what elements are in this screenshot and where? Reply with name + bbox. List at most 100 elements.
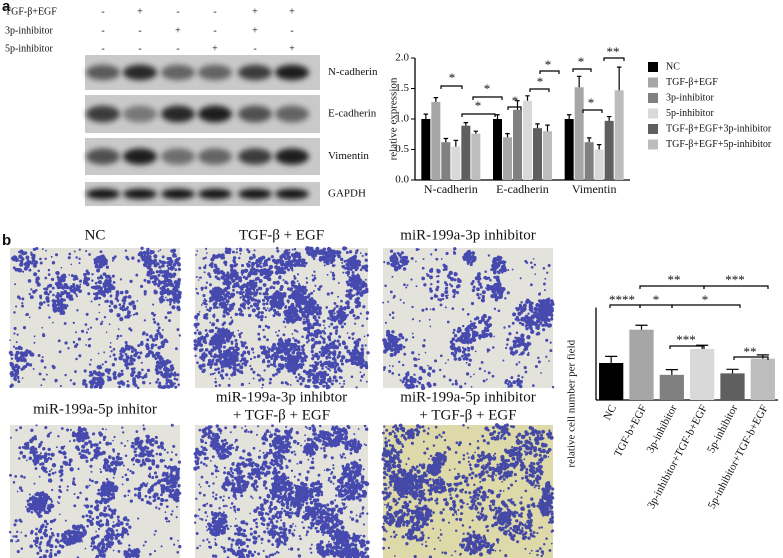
y-tick-label: 1.5	[395, 82, 409, 94]
significance-label: **	[607, 44, 620, 59]
condition-sign: +	[289, 6, 295, 17]
blot-band	[123, 105, 157, 123]
image-title: NC	[85, 227, 106, 243]
cells	[193, 424, 370, 558]
blot-band	[238, 148, 272, 165]
blot-band	[238, 64, 272, 81]
bar	[523, 100, 532, 180]
legend-label: TGF-β+EGF	[666, 77, 718, 88]
y-axis-label: relative cell number per field	[566, 339, 578, 467]
image-title: + TGF-β + EGF	[419, 407, 516, 423]
micrograph	[10, 248, 180, 388]
condition-sign: +	[289, 43, 295, 54]
significance-label: **	[668, 272, 681, 287]
error-bar	[665, 369, 678, 375]
bar	[604, 120, 614, 180]
significance-label: *	[449, 70, 456, 85]
blot-band	[275, 148, 309, 165]
image-title: miR-199a-3p inhibitor	[400, 227, 535, 243]
bar	[543, 131, 552, 180]
legend-swatch	[648, 62, 658, 72]
error-bar	[525, 95, 530, 101]
legend-swatch	[648, 77, 658, 88]
error-bar	[566, 114, 572, 119]
condition-sign: -	[253, 43, 256, 54]
error-bar	[515, 100, 520, 110]
significance-label: ****	[609, 292, 635, 307]
error-bar	[576, 75, 582, 88]
x-tick-label: 3p-inhibitor	[644, 403, 679, 455]
bar	[441, 142, 451, 180]
bar	[614, 90, 624, 180]
legend-label: 5p-inhibitor	[666, 108, 714, 119]
error-bar	[495, 114, 500, 119]
protein-label: N-cadherin	[328, 66, 378, 78]
condition-sign: -	[176, 6, 179, 17]
blot-band	[198, 105, 232, 123]
blot-band	[161, 148, 195, 165]
condition-sign: -	[213, 25, 216, 36]
blot-band	[198, 64, 232, 81]
error-bar	[635, 324, 648, 330]
error-bar	[473, 130, 479, 134]
bar	[564, 119, 574, 180]
image-title: miR-199a-3p inhibtor	[216, 389, 347, 405]
significance-label: *	[578, 54, 585, 69]
blot-band	[198, 188, 232, 200]
legend-swatch	[648, 139, 658, 150]
bar	[750, 358, 775, 400]
significance-bracket	[472, 96, 503, 100]
significance-label: **	[744, 344, 757, 359]
bar	[451, 146, 461, 180]
bar	[421, 119, 431, 180]
bar	[720, 373, 745, 400]
significance-bracket	[671, 304, 741, 308]
significance-label: *	[702, 292, 709, 307]
significance-bracket	[461, 113, 496, 117]
legend-swatch	[648, 124, 658, 134]
legend-label: TGF-β+EGF+3p-inhibitor	[666, 123, 772, 134]
x-tick-label: N-cadherin	[424, 182, 478, 196]
condition-sign: -	[101, 25, 104, 36]
blot-band	[161, 188, 195, 200]
error-bar	[616, 66, 622, 91]
error-bar	[453, 139, 459, 147]
significance-bracket	[733, 356, 769, 360]
significance-label: *	[537, 74, 544, 89]
panel-label: a	[2, 0, 11, 15]
significance-bracket	[440, 85, 463, 89]
condition-sign: +	[212, 43, 218, 54]
condition-sign: +	[252, 6, 258, 17]
legend-label: 3p-inhibitor	[666, 92, 714, 103]
bar	[629, 329, 654, 400]
condition-label: 5p-inhibitor	[5, 43, 53, 54]
blot-band	[238, 105, 272, 123]
cells	[8, 423, 182, 558]
error-bar	[726, 368, 739, 374]
error-bar	[586, 137, 592, 143]
cells	[381, 423, 555, 558]
condition-sign: -	[290, 25, 293, 36]
significance-bracket	[572, 68, 592, 72]
blot-band	[161, 64, 195, 81]
significance-label: *	[475, 98, 482, 113]
bar	[659, 374, 684, 400]
error-bar	[443, 137, 449, 143]
bar	[690, 348, 715, 400]
x-tick-label: 3p-inhibitor+TGF-b+EGF	[645, 403, 710, 511]
blot-band	[123, 188, 157, 200]
bar	[594, 149, 604, 180]
condition-sign: +	[175, 25, 181, 36]
significance-bracket	[507, 106, 522, 110]
image-title: + TGF-β + EGF	[233, 407, 330, 423]
condition-sign: -	[213, 6, 216, 17]
significance-bracket	[669, 345, 705, 349]
significance-bracket	[539, 70, 560, 74]
blot-band	[275, 64, 309, 81]
legend-swatch	[648, 108, 658, 119]
bar	[599, 363, 624, 400]
condition-label: TGF-β+EGF	[5, 6, 57, 17]
x-tick-label: NC	[601, 403, 619, 422]
blot-band	[198, 148, 232, 165]
error-bar	[606, 115, 612, 121]
